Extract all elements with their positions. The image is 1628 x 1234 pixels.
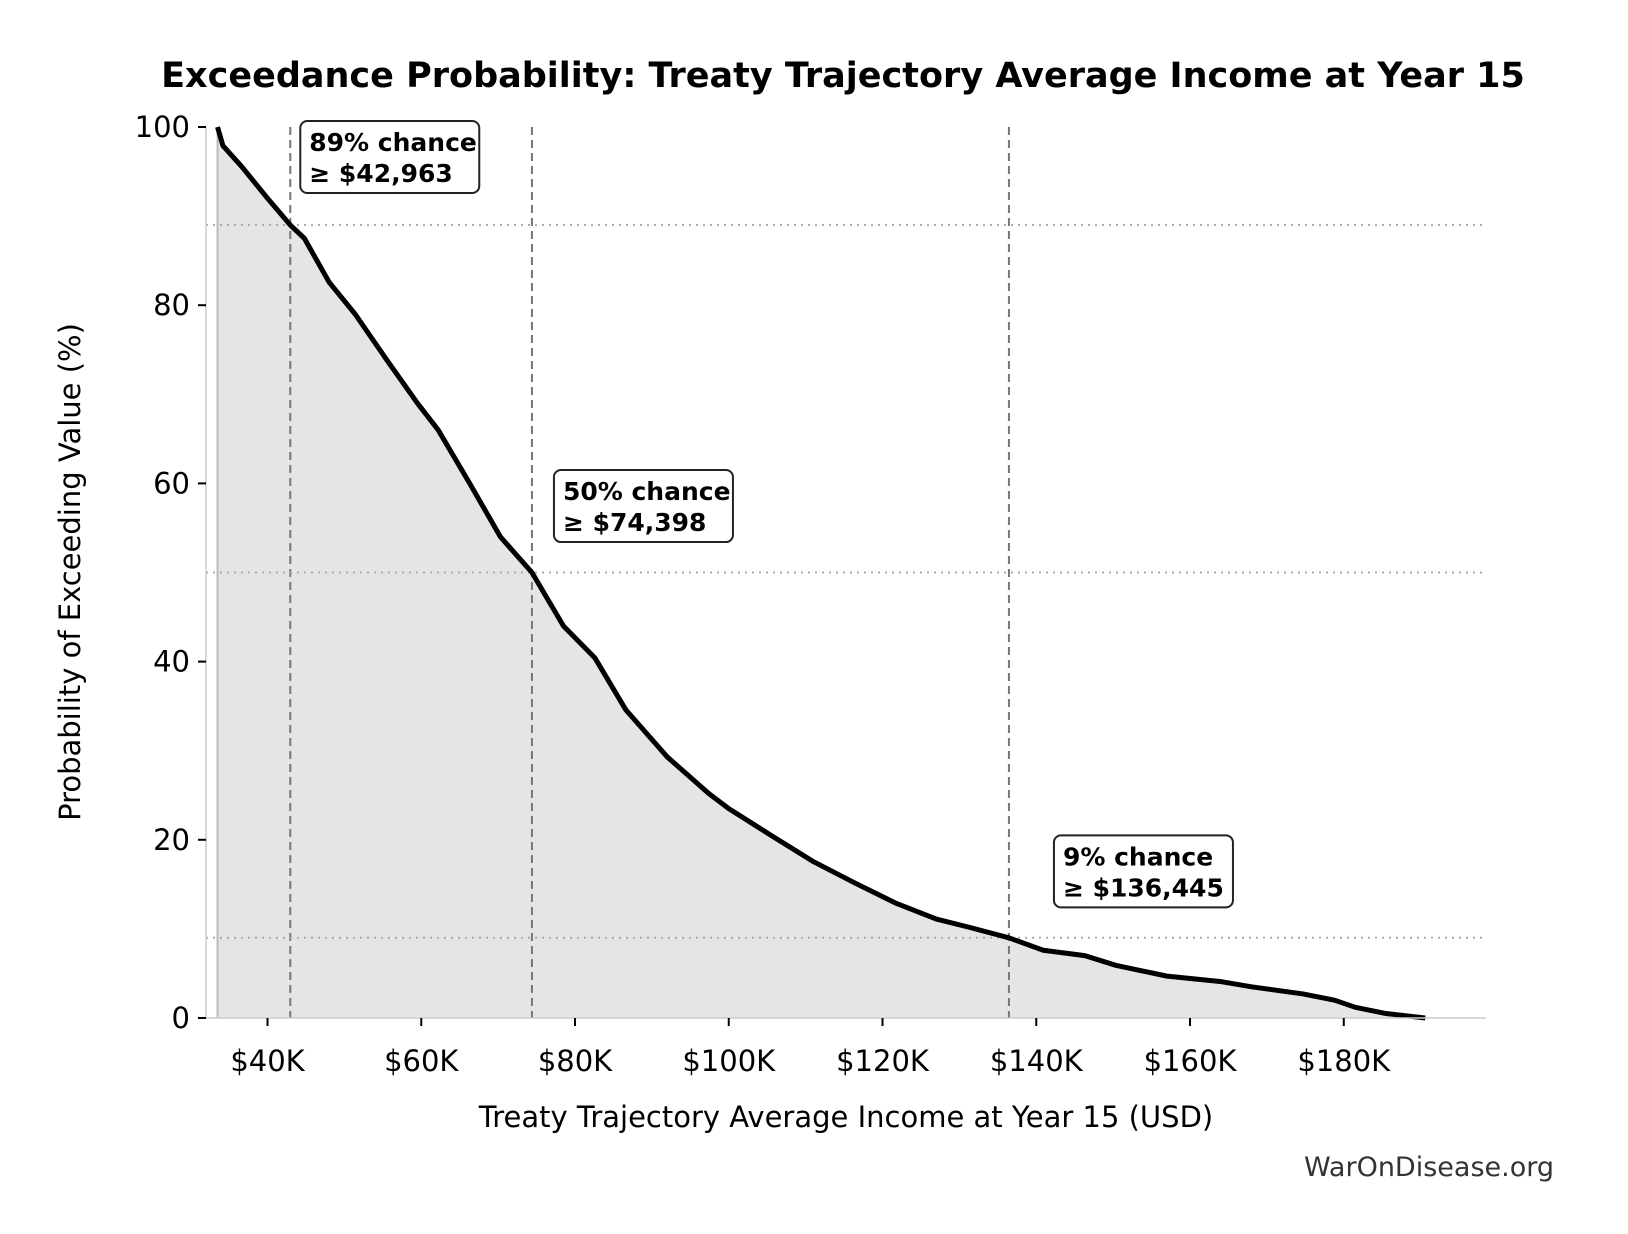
annotation-value: ≥ $136,445 <box>1063 873 1224 902</box>
annotation-probability: 89% chance <box>309 128 477 157</box>
y-tick-label: 0 <box>172 1001 190 1035</box>
y-axis-label: Probability of Exceeding Value (%) <box>53 323 87 821</box>
annotation-value: ≥ $42,963 <box>309 159 453 188</box>
x-axis-label: Treaty Trajectory Average Income at Year… <box>478 1100 1213 1134</box>
annotation-box: 89% chance≥ $42,963 <box>299 120 481 194</box>
annotation-frame <box>299 120 481 194</box>
x-tick-label: $140K <box>990 1044 1084 1078</box>
annotation-frame <box>1052 834 1234 909</box>
x-tick-label: $120K <box>836 1044 930 1078</box>
x-tick-label: $100K <box>682 1044 776 1078</box>
chart-title: Exceedance Probability: Treaty Trajector… <box>161 56 1525 96</box>
y-tick-label: 60 <box>153 466 190 500</box>
annotation-box: 50% chance≥ $74,398 <box>552 469 734 544</box>
x-tick-label: $80K <box>538 1044 613 1078</box>
annotation-frame <box>552 469 734 544</box>
exceedance-curve <box>215 126 1426 1021</box>
y-tick-label: 100 <box>135 110 190 144</box>
x-tick-label: $40K <box>230 1044 305 1078</box>
annotation-box: 9% chance≥ $136,445 <box>1052 834 1234 909</box>
area-fill <box>217 127 1426 1018</box>
x-tick-label: $180K <box>1297 1044 1391 1078</box>
x-tick-label: $160K <box>1144 1044 1238 1078</box>
y-tick-label: 40 <box>153 645 190 679</box>
x-tick-label: $60K <box>384 1044 459 1078</box>
annotation-probability: 9% chance <box>1063 842 1213 871</box>
watermark: WarOnDisease.org <box>1304 1152 1554 1183</box>
annotation-value: ≥ $74,398 <box>563 508 707 537</box>
y-tick-label: 80 <box>153 288 190 322</box>
annotation-probability: 50% chance <box>563 477 731 506</box>
y-tick-label: 20 <box>153 823 190 857</box>
